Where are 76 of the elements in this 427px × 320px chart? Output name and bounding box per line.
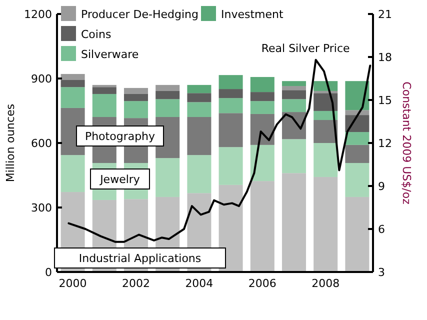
legend-label: Coins — [81, 28, 112, 41]
y2-tick-label: 15 — [378, 94, 392, 107]
x-tick-label: 2002 — [122, 277, 150, 290]
bar — [314, 176, 338, 272]
y-tick-label: 600 — [31, 137, 52, 150]
bar — [156, 158, 180, 197]
annotation: Industrial Applications — [78, 252, 202, 265]
bar — [92, 84, 116, 88]
y2-tick-label: 6 — [378, 223, 385, 236]
y2-axis-title: Constant 2009 US$/oz — [400, 82, 413, 205]
bar — [345, 81, 370, 110]
bar — [60, 155, 85, 192]
bar — [282, 81, 306, 86]
y-axis-title: Million ounces — [4, 104, 17, 182]
bar — [156, 90, 180, 100]
legend-label: Silverware — [81, 48, 139, 61]
x-tick-label: 2000 — [58, 277, 87, 290]
series-label: Real Silver Price — [261, 42, 350, 55]
bar — [156, 84, 180, 91]
bar — [124, 94, 148, 102]
y2-tick-label: 3 — [378, 266, 385, 279]
y-tick-label: 1200 — [24, 8, 52, 21]
bar — [124, 88, 148, 94]
bar — [187, 93, 212, 102]
label-box: Industrial Applications — [54, 248, 226, 268]
bar — [218, 89, 243, 98]
bar — [314, 93, 338, 111]
y-tick-label: 300 — [31, 202, 52, 214]
bar — [314, 81, 338, 91]
bar — [345, 196, 370, 272]
bar — [156, 99, 180, 117]
y2-tick-label: 9 — [378, 180, 385, 193]
x-tick-label: 2004 — [185, 277, 214, 290]
bar — [250, 144, 274, 182]
annotation: Jewelry — [99, 173, 140, 186]
bar — [187, 155, 212, 194]
bar — [187, 116, 212, 156]
bar — [314, 120, 338, 143]
bar — [124, 101, 148, 118]
bar — [218, 147, 243, 185]
bar — [282, 86, 306, 90]
y2-tick-label: 12 — [378, 137, 392, 150]
bar — [218, 113, 243, 148]
bar — [250, 76, 274, 92]
bar — [92, 87, 116, 94]
annotation: Photography — [84, 130, 156, 143]
bar — [60, 74, 85, 80]
bar — [187, 84, 212, 94]
x-tick-label: 2006 — [248, 277, 276, 290]
bar — [60, 87, 85, 108]
legend-label: Producer De-Hedging — [81, 8, 198, 21]
y2-tick-label: 21 — [378, 8, 392, 21]
y-tick-label: 0 — [45, 266, 52, 279]
bar — [314, 143, 338, 177]
legend-label: Investment — [221, 8, 284, 21]
bar — [218, 75, 243, 90]
bar — [345, 144, 370, 163]
bar — [60, 80, 85, 88]
bar — [282, 99, 306, 112]
x-tick-label: 2008 — [312, 277, 340, 290]
y2-tick-label: 18 — [378, 51, 392, 64]
bar — [345, 132, 370, 145]
label-box: Photography — [76, 126, 164, 146]
label-box: Jewelry — [90, 168, 150, 190]
bar — [345, 115, 370, 132]
bar — [282, 173, 306, 272]
bar — [187, 102, 212, 117]
bar — [92, 94, 116, 117]
bar — [282, 90, 306, 100]
y-tick-label: 900 — [31, 72, 52, 86]
bar — [250, 92, 274, 102]
bar — [250, 181, 274, 272]
bar — [250, 101, 274, 114]
bar — [345, 162, 370, 197]
bar — [218, 98, 243, 114]
bar — [282, 139, 306, 174]
